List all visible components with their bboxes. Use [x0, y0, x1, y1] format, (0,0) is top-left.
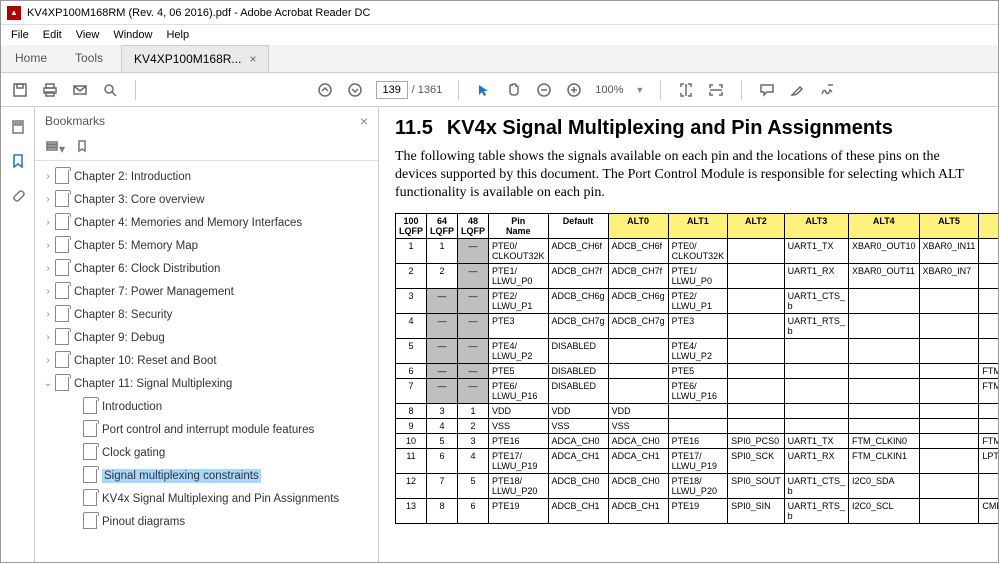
pdf-icon: ▲: [7, 6, 21, 20]
bookmark-item[interactable]: KV4x Signal Multiplexing and Pin Assignm…: [41, 487, 378, 510]
zoom-out-icon[interactable]: [535, 81, 553, 99]
page-up-icon[interactable]: [316, 81, 334, 99]
comment-icon[interactable]: [758, 81, 776, 99]
toolbar: / 1361 100% ▼: [1, 73, 998, 107]
bookmark-item[interactable]: Pinout diagrams: [41, 510, 378, 533]
document-view[interactable]: 11.5KV4x Signal Multiplexing and Pin Ass…: [379, 107, 998, 562]
bookmark-item[interactable]: ›Chapter 8: Security: [41, 303, 378, 326]
search-icon[interactable]: [101, 81, 119, 99]
page-down-icon[interactable]: [346, 81, 364, 99]
bookmark-item[interactable]: ›Chapter 5: Memory Map: [41, 234, 378, 257]
attachments-icon[interactable]: [8, 185, 28, 205]
bookmark-item[interactable]: Signal multiplexing constraints: [41, 464, 378, 487]
print-icon[interactable]: [41, 81, 59, 99]
thumbnails-icon[interactable]: [8, 117, 28, 137]
menu-view[interactable]: View: [76, 29, 100, 41]
pointer-icon[interactable]: [475, 81, 493, 99]
bookmark-item[interactable]: ⌄Chapter 11: Signal Multiplexing: [41, 372, 378, 395]
tab-document-label: KV4XP100M168R...: [134, 52, 241, 66]
close-icon[interactable]: ×: [249, 52, 256, 66]
title-bar: ▲ KV4XP100M168RM (Rev. 4, 06 2016).pdf -…: [1, 1, 998, 25]
sign-icon[interactable]: [818, 81, 836, 99]
zoom-in-icon[interactable]: [565, 81, 583, 99]
hand-icon[interactable]: [505, 81, 523, 99]
bookmark-item[interactable]: ›Chapter 6: Clock Distribution: [41, 257, 378, 280]
fit-width-icon[interactable]: [677, 81, 695, 99]
bookmark-item[interactable]: Port control and interrupt module featur…: [41, 418, 378, 441]
close-panel-icon[interactable]: ×: [360, 113, 368, 129]
fit-page-icon[interactable]: [707, 81, 725, 99]
find-bookmark-icon[interactable]: [75, 139, 89, 156]
section-paragraph: The following table shows the signals av…: [395, 148, 982, 203]
bookmarks-title: Bookmarks: [45, 114, 105, 128]
menu-bar: File Edit View Window Help: [1, 25, 998, 45]
tab-tools[interactable]: Tools: [61, 45, 117, 72]
side-rail: [1, 107, 35, 562]
menu-window[interactable]: Window: [113, 29, 152, 41]
email-icon[interactable]: [71, 81, 89, 99]
bookmark-tree: ›Chapter 2: Introduction›Chapter 3: Core…: [35, 161, 378, 562]
bookmarks-panel: Bookmarks × ▾ ›Chapter 2: Introduction›C…: [35, 107, 379, 562]
bookmark-item[interactable]: Introduction: [41, 395, 378, 418]
section-heading: 11.5KV4x Signal Multiplexing and Pin Ass…: [395, 117, 982, 140]
tab-home[interactable]: Home: [1, 45, 61, 72]
bookmark-item[interactable]: ›Chapter 9: Debug: [41, 326, 378, 349]
options-icon[interactable]: ▾: [45, 139, 65, 156]
menu-file[interactable]: File: [11, 29, 29, 41]
zoom-level-label: 100%: [595, 84, 623, 96]
highlight-icon[interactable]: [788, 81, 806, 99]
bookmark-item[interactable]: ›Chapter 3: Core overview: [41, 188, 378, 211]
tab-document[interactable]: KV4XP100M168R... ×: [121, 45, 269, 72]
save-icon[interactable]: [11, 81, 29, 99]
window-title: KV4XP100M168RM (Rev. 4, 06 2016).pdf - A…: [27, 7, 370, 19]
bookmark-item[interactable]: Clock gating: [41, 441, 378, 464]
bookmark-item[interactable]: ›Chapter 10: Reset and Boot: [41, 349, 378, 372]
page-total-label: / 1361: [412, 84, 443, 96]
bookmark-item[interactable]: ›Chapter 7: Power Management: [41, 280, 378, 303]
bookmark-item[interactable]: ›Chapter 4: Memories and Memory Interfac…: [41, 211, 378, 234]
pin-table: 100LQFP64LQFP48LQFPPinNameDefaultALT0ALT…: [395, 213, 998, 524]
menu-help[interactable]: Help: [166, 29, 189, 41]
tab-bar: Home Tools KV4XP100M168R... ×: [1, 45, 998, 73]
page-number-input[interactable]: [376, 81, 408, 99]
menu-edit[interactable]: Edit: [43, 29, 62, 41]
bookmarks-icon[interactable]: [8, 151, 28, 171]
bookmark-item[interactable]: ›Chapter 2: Introduction: [41, 165, 378, 188]
